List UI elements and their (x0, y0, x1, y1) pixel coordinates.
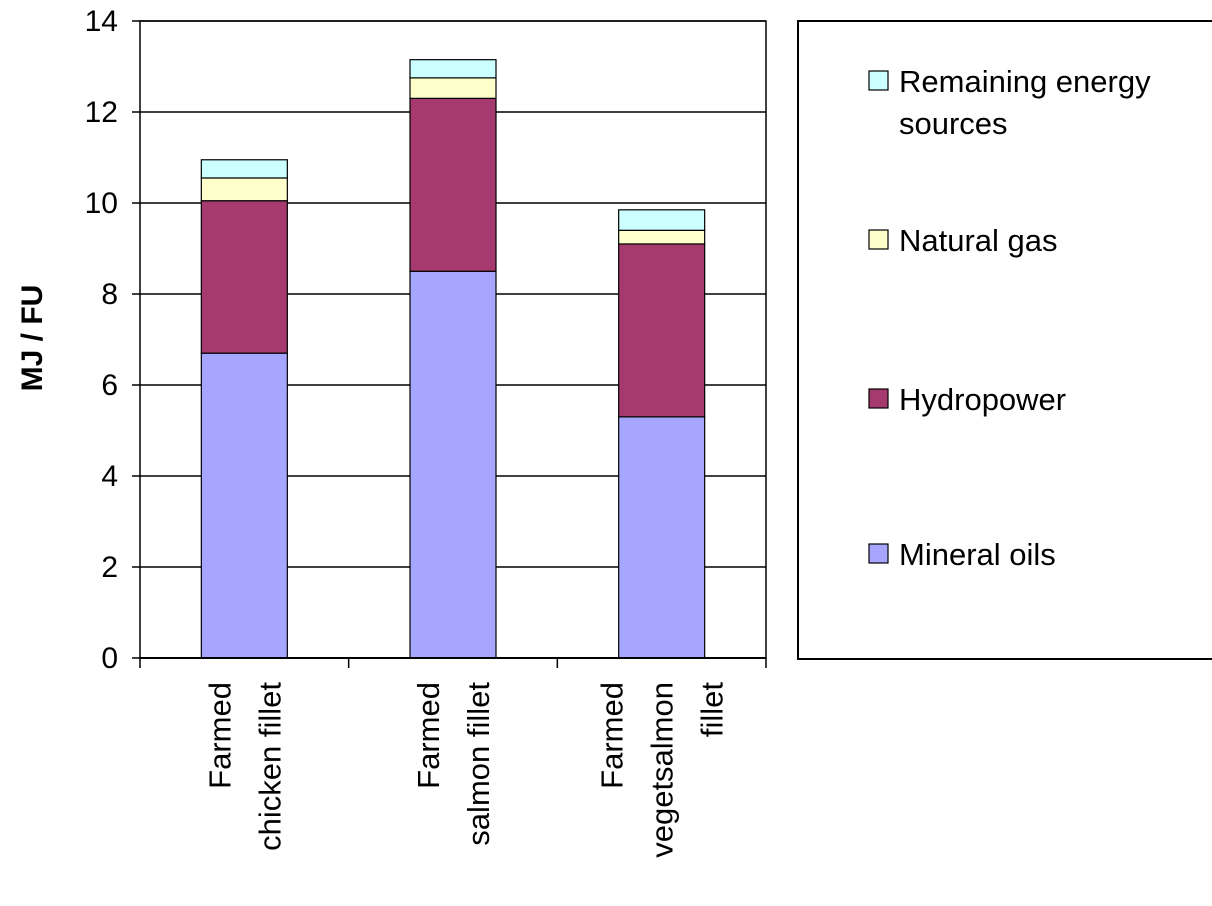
legend-swatch (868, 229, 889, 250)
x-category-label: Farmed vegetsalmon fillet (595, 682, 730, 858)
bar-segment (618, 229, 706, 245)
bars (200, 59, 706, 659)
x-category-labels: Farmed chicken fillet Farmed salmon fillet F… (202, 682, 729, 858)
bar-segment (409, 97, 497, 272)
y-axis-label: MJ / FU (16, 285, 49, 392)
legend-box (797, 20, 1212, 660)
y-tick-label: 4 (101, 460, 118, 493)
x-category-label: Farmed chicken fillet (202, 682, 287, 851)
legend-label: sources (899, 106, 1008, 141)
y-tick-label: 14 (85, 5, 118, 38)
bar-segment (200, 159, 288, 179)
y-tick-label: 2 (101, 551, 118, 584)
x-category-label-line: salmon fillet (461, 682, 496, 846)
bar-segment (200, 200, 288, 354)
legend-swatch (868, 543, 889, 564)
bar-segment (618, 416, 706, 659)
legend-label: Hydropower (899, 382, 1066, 417)
bar-segment (409, 59, 497, 79)
bar-segment (200, 352, 288, 659)
bar-segment (409, 270, 497, 659)
y-tick-label: 0 (101, 642, 118, 675)
bar-segment (200, 177, 288, 202)
y-tick-label: 12 (85, 96, 118, 129)
x-category-label-line: Farmed (202, 682, 237, 789)
legend-label: Natural gas (899, 223, 1058, 258)
legend: Remaining energy sources Natural gas Hydrop… (797, 20, 1212, 660)
legend-label: Mineral oils (899, 537, 1056, 572)
x-category-label: Farmed salmon fillet (411, 682, 496, 846)
axes (139, 20, 767, 668)
x-category-label-line: chicken fillet (252, 682, 287, 851)
legend-swatch (868, 70, 889, 91)
y-tick-labels: 0 2 4 6 8 10 12 14 (85, 5, 140, 675)
bar-segment (409, 77, 497, 99)
y-tick-label: 10 (85, 187, 118, 220)
x-category-label-line: Farmed (411, 682, 446, 789)
y-tick-label: 8 (101, 278, 118, 311)
bar-segment (618, 243, 706, 418)
bar-segment (618, 209, 706, 231)
x-category-label-line: vegetsalmon (645, 682, 680, 858)
x-category-label-line: Farmed (595, 682, 630, 789)
x-category-label-line: fillet (695, 682, 730, 738)
legend-label: Remaining energy (899, 64, 1151, 99)
legend-swatch (868, 388, 889, 409)
y-tick-label: 6 (101, 369, 118, 402)
